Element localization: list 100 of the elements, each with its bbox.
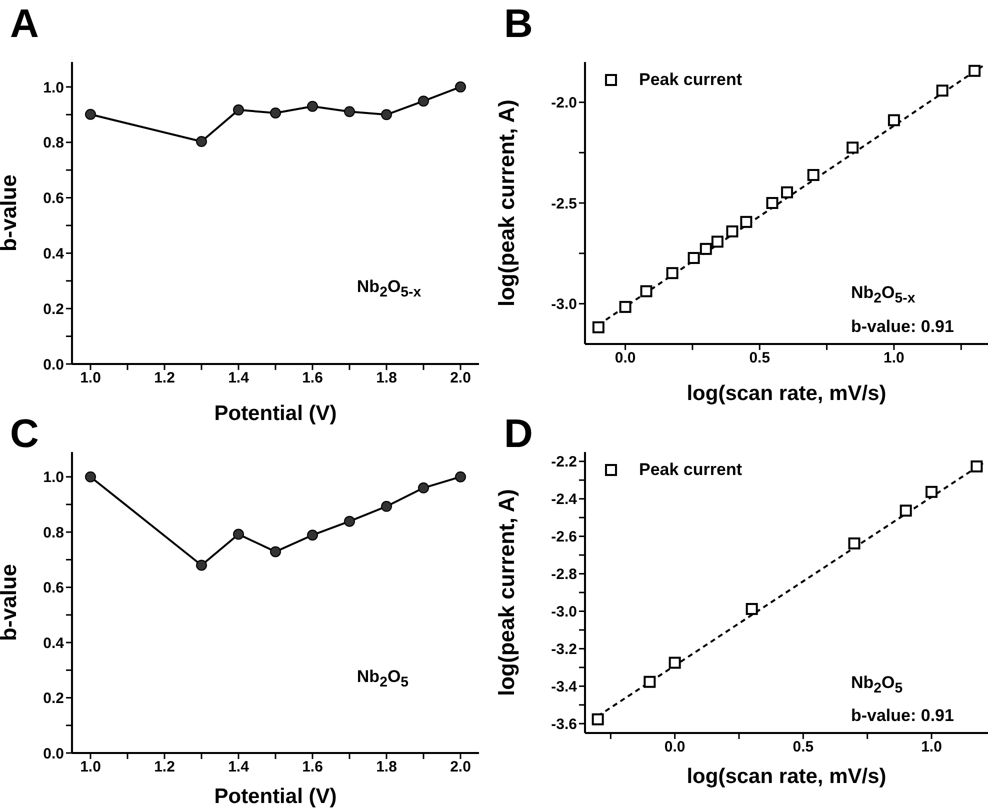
- point: [700, 242, 712, 255]
- annotation: Nb$_{2}$O$_{5}$: [850, 672, 904, 698]
- point: [196, 560, 207, 571]
- x-tick-label: 0.0: [614, 350, 636, 367]
- y-tick-label: 0.6: [43, 580, 64, 597]
- chart-title: B: [504, 2, 533, 46]
- point: [640, 285, 652, 298]
- y-tick-label: -2.4: [551, 491, 578, 508]
- point: [619, 300, 632, 313]
- point: [344, 516, 355, 527]
- point: [196, 136, 207, 148]
- chart-title: D: [504, 412, 533, 456]
- y-tick-label: -2.6: [551, 528, 577, 546]
- x-tick-label: 2.0: [450, 370, 471, 387]
- y-tick-label: -3.0: [551, 604, 577, 621]
- point: [766, 197, 778, 209]
- x-tick-label: 1.0: [80, 758, 101, 776]
- y-tick-label: 0.8: [43, 524, 64, 542]
- point: [307, 530, 318, 541]
- legend-label: Peak current: [639, 460, 742, 480]
- x-tick-label: 1.0: [921, 738, 942, 756]
- point: [807, 169, 820, 181]
- annotation: Nb$_{2}$O$_{5-x}$: [850, 282, 916, 309]
- point: [270, 546, 281, 558]
- y-tick-label: 1.0: [43, 79, 64, 96]
- chart-title: C: [10, 412, 39, 456]
- point: [900, 504, 912, 517]
- point: [592, 321, 604, 334]
- point: [846, 142, 859, 154]
- y-tick-label: 0.4: [43, 634, 65, 652]
- y-tick-label: -3.6: [551, 716, 577, 733]
- x-tick-label: 1.6: [302, 758, 323, 776]
- point: [85, 108, 96, 120]
- y-axis-title: b-value: [0, 564, 21, 642]
- point: [936, 84, 948, 97]
- x-tick-label: 1.4: [228, 758, 250, 776]
- point: [381, 109, 392, 120]
- point: [233, 104, 244, 116]
- y-axis-title: log(peak current, A): [494, 100, 519, 306]
- point: [592, 713, 604, 726]
- point: [668, 656, 681, 669]
- point: [270, 107, 281, 118]
- point: [726, 225, 738, 238]
- y-tick-label: 0.4: [43, 246, 65, 262]
- point: [307, 100, 318, 112]
- point: [455, 471, 466, 482]
- x-tick-label: 1.8: [376, 370, 397, 387]
- annotation: b-value: 0.91: [850, 705, 954, 728]
- x-tick-label: 2.0: [450, 758, 471, 776]
- x-tick-label: 1.4: [228, 370, 250, 387]
- chart-title: A: [10, 2, 39, 46]
- point: [644, 676, 656, 688]
- x-axis-title: Potential (V): [214, 785, 337, 808]
- y-tick-label: -2.8: [551, 566, 577, 584]
- annotation: Nb$_{2}$O$_{5-x}$: [356, 276, 422, 303]
- point: [688, 252, 700, 264]
- annotation: b-value: 0.91: [850, 316, 954, 338]
- y-tick-label: 0.2: [43, 690, 64, 708]
- point: [746, 602, 758, 615]
- y-tick-label: -3.0: [551, 296, 577, 314]
- point: [233, 528, 244, 540]
- point: [381, 500, 392, 512]
- y-axis-title: b-value: [0, 174, 21, 252]
- x-axis-title: log(scan rate, mV/s): [686, 765, 886, 788]
- legend-label: Peak current: [639, 70, 742, 90]
- x-axis-title: log(scan rate, mV/s): [686, 382, 886, 405]
- point: [418, 482, 429, 494]
- x-axis-title: Potential (V): [214, 402, 337, 425]
- point: [926, 486, 938, 498]
- y-axis-title: log(peak current, A): [494, 489, 519, 696]
- x-tick-label: 1.2: [154, 370, 175, 387]
- point: [418, 96, 429, 107]
- point: [888, 114, 900, 126]
- annotation: Nb$_{2}$O$_{5}$: [356, 666, 409, 692]
- point: [85, 471, 96, 482]
- point: [781, 186, 794, 198]
- point: [970, 460, 983, 472]
- point: [666, 267, 678, 280]
- x-tick-label: 1.0: [80, 370, 101, 387]
- point: [711, 236, 724, 248]
- y-tick-label: -2.0: [551, 94, 577, 112]
- y-tick-label: 0.2: [43, 300, 64, 318]
- y-tick-label: 1.0: [43, 469, 64, 486]
- x-tick-label: 0.5: [749, 350, 770, 367]
- x-tick-label: 0.5: [792, 738, 814, 756]
- point: [968, 64, 981, 77]
- point: [344, 106, 355, 118]
- x-tick-label: 1.2: [154, 758, 175, 776]
- x-tick-label: 1.8: [376, 758, 397, 776]
- point: [848, 537, 860, 550]
- y-tick-label: -2.2: [551, 454, 577, 471]
- x-tick-label: 1.6: [302, 370, 323, 387]
- y-tick-label: -3.2: [551, 641, 577, 658]
- y-tick-label: 0.8: [43, 134, 64, 152]
- point: [740, 216, 752, 228]
- point: [455, 81, 466, 92]
- y-tick-label: -2.5: [551, 195, 577, 212]
- y-tick-label: -3.4: [551, 678, 578, 696]
- x-tick-label: 1.0: [884, 350, 904, 367]
- x-tick-label: 0.0: [664, 738, 686, 756]
